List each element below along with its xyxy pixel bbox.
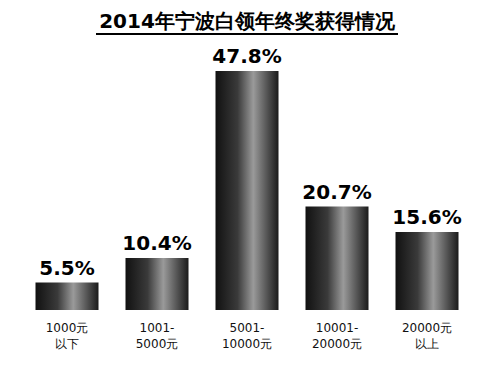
svg-text:10.4%: 10.4% xyxy=(122,231,191,255)
svg-text:以上: 以上 xyxy=(415,337,439,351)
svg-text:1001-: 1001- xyxy=(140,321,175,335)
svg-text:10001-: 10001- xyxy=(316,321,359,335)
svg-text:5000元: 5000元 xyxy=(136,337,179,351)
svg-text:2014年宁波白领年终奖获得情况: 2014年宁波白领年终奖获得情况 xyxy=(99,9,396,33)
svg-text:10000元: 10000元 xyxy=(222,337,272,351)
svg-text:20000元: 20000元 xyxy=(402,321,452,335)
svg-text:15.6%: 15.6% xyxy=(392,205,461,229)
svg-text:5.5%: 5.5% xyxy=(39,256,94,280)
svg-text:1000元: 1000元 xyxy=(46,321,89,335)
svg-text:47.8%: 47.8% xyxy=(212,44,281,68)
svg-text:20000元: 20000元 xyxy=(312,337,362,351)
svg-text:20.7%: 20.7% xyxy=(302,180,371,204)
svg-text:5001-: 5001- xyxy=(230,321,265,335)
svg-text:以下: 以下 xyxy=(55,337,79,351)
